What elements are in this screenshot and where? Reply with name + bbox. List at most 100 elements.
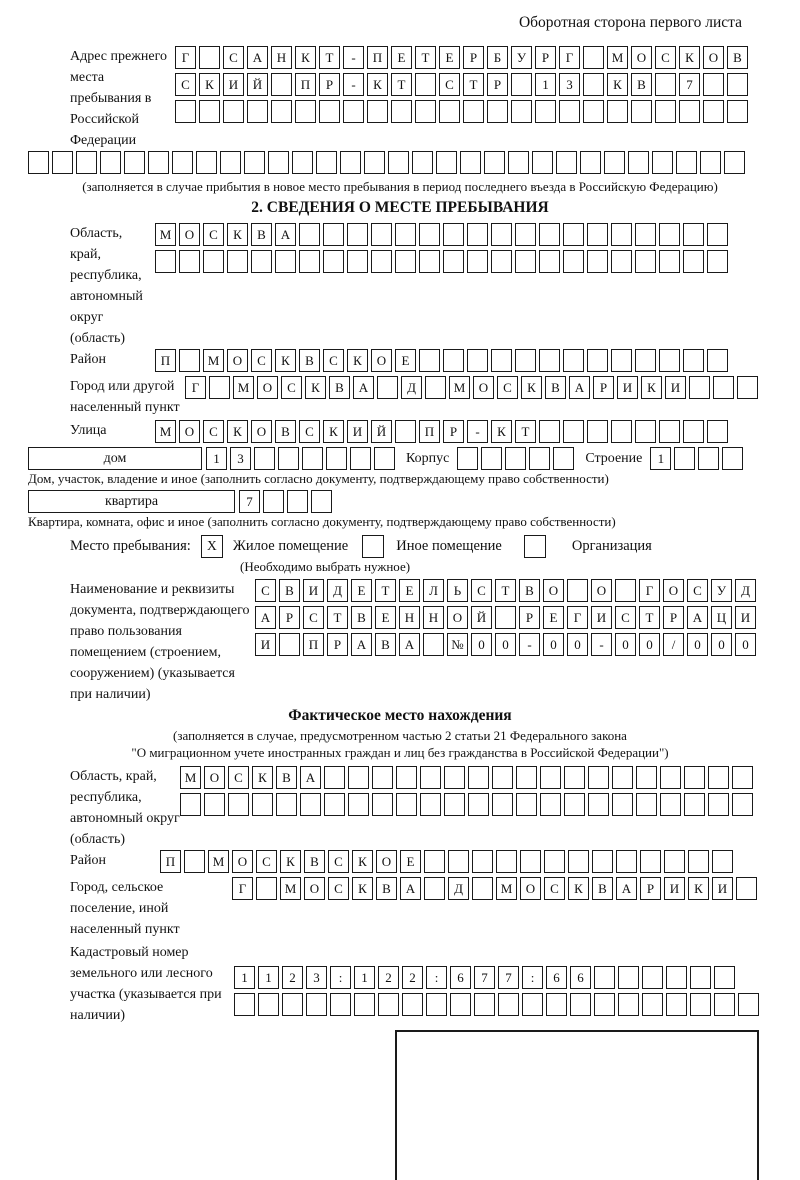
form-cell bbox=[172, 151, 193, 174]
checkbox-residential: X bbox=[200, 534, 223, 558]
form-cell: С bbox=[223, 46, 244, 69]
form-cell bbox=[340, 151, 361, 174]
form-cell: К bbox=[352, 850, 373, 873]
form-cell bbox=[491, 250, 512, 273]
form-cell: 6 bbox=[546, 966, 567, 989]
form-cell bbox=[228, 793, 249, 816]
form-cell bbox=[732, 766, 753, 789]
form-cell: К bbox=[227, 223, 248, 246]
form-cell bbox=[583, 73, 604, 96]
form-cell bbox=[546, 993, 567, 1016]
page-header: Оборотная сторона первого листа bbox=[518, 14, 742, 31]
form-cell bbox=[700, 151, 721, 174]
form-cell bbox=[436, 151, 457, 174]
form-cell bbox=[247, 100, 268, 123]
form-cell: Д bbox=[401, 376, 422, 399]
form-cell: В bbox=[376, 877, 397, 900]
form-cell bbox=[529, 447, 551, 470]
form-cell: Т bbox=[319, 46, 340, 69]
form-cell bbox=[443, 349, 464, 372]
form-cell bbox=[268, 151, 289, 174]
form-cell: Е bbox=[351, 579, 372, 602]
form-cell bbox=[204, 793, 225, 816]
form-cell: А bbox=[353, 376, 374, 399]
form-cell bbox=[588, 793, 609, 816]
form-cell bbox=[544, 850, 565, 873]
form-cell bbox=[539, 349, 560, 372]
form-cell: Т bbox=[463, 73, 484, 96]
house-note: Дом, участок, владение и иное (заполнить… bbox=[28, 471, 609, 486]
form-cell: Т bbox=[327, 606, 348, 629]
form-cell bbox=[468, 793, 489, 816]
form-cell bbox=[594, 966, 615, 989]
form-cell bbox=[419, 349, 440, 372]
form-cell: А bbox=[300, 766, 321, 789]
form-cell: М bbox=[233, 376, 254, 399]
form-cell: О bbox=[179, 223, 200, 246]
form-cell: Ц bbox=[711, 606, 732, 629]
form-cell bbox=[588, 766, 609, 789]
form-cell: С bbox=[328, 850, 349, 873]
form-cell: В bbox=[375, 633, 396, 656]
form-cell: С bbox=[323, 349, 344, 372]
form-cell bbox=[516, 793, 537, 816]
form-cell: И bbox=[664, 877, 685, 900]
form-cell: 6 bbox=[450, 966, 471, 989]
form-cell bbox=[564, 793, 585, 816]
form-cell bbox=[689, 376, 710, 399]
stay-option-organization-label: Организация bbox=[571, 537, 652, 554]
form-cell: М bbox=[180, 766, 201, 789]
form-cell: О bbox=[447, 606, 468, 629]
form-cell bbox=[570, 993, 591, 1016]
form-cell: С bbox=[251, 349, 272, 372]
form-cell: В bbox=[299, 349, 320, 372]
form-cell: И bbox=[255, 633, 276, 656]
form-cell bbox=[690, 993, 711, 1016]
form-cell bbox=[688, 850, 709, 873]
form-cell bbox=[316, 151, 337, 174]
form-cell bbox=[256, 877, 277, 900]
form-cell bbox=[371, 250, 392, 273]
form-cell bbox=[292, 151, 313, 174]
form-cell: К bbox=[679, 46, 700, 69]
form-cell bbox=[535, 100, 556, 123]
form-cell bbox=[227, 250, 248, 273]
form-cell: В bbox=[275, 420, 296, 443]
form-cell bbox=[539, 250, 560, 273]
form-cell bbox=[199, 46, 220, 69]
form-cell: К bbox=[252, 766, 273, 789]
street-label: Улица bbox=[70, 423, 107, 438]
form-cell bbox=[580, 151, 601, 174]
form-cell: 1 bbox=[206, 447, 227, 470]
form-cell bbox=[175, 100, 196, 123]
form-cell bbox=[348, 793, 369, 816]
form-cell bbox=[448, 850, 469, 873]
region-row-2 bbox=[155, 250, 731, 273]
form-cell: М bbox=[449, 376, 470, 399]
city-label: Город или другой населенный пункт bbox=[70, 379, 180, 415]
form-cell bbox=[703, 73, 724, 96]
form-cell: В bbox=[329, 376, 350, 399]
form-cell: А bbox=[255, 606, 276, 629]
form-cell bbox=[683, 250, 704, 273]
form-cell bbox=[420, 766, 441, 789]
form-cell: 0 bbox=[639, 633, 660, 656]
form-cell bbox=[371, 223, 392, 246]
form-cell: В bbox=[251, 223, 272, 246]
form-cell bbox=[258, 993, 279, 1016]
form-cell bbox=[472, 877, 493, 900]
form-cell bbox=[287, 490, 308, 513]
form-cell: Л bbox=[423, 579, 444, 602]
form-cell bbox=[391, 100, 412, 123]
form-cell bbox=[415, 73, 436, 96]
prev-address-row-3 bbox=[175, 100, 751, 123]
form-cell: П bbox=[419, 420, 440, 443]
form-cell bbox=[611, 420, 632, 443]
form-cell bbox=[683, 349, 704, 372]
form-cell bbox=[220, 151, 241, 174]
form-cell bbox=[615, 579, 636, 602]
form-cell: Й bbox=[471, 606, 492, 629]
